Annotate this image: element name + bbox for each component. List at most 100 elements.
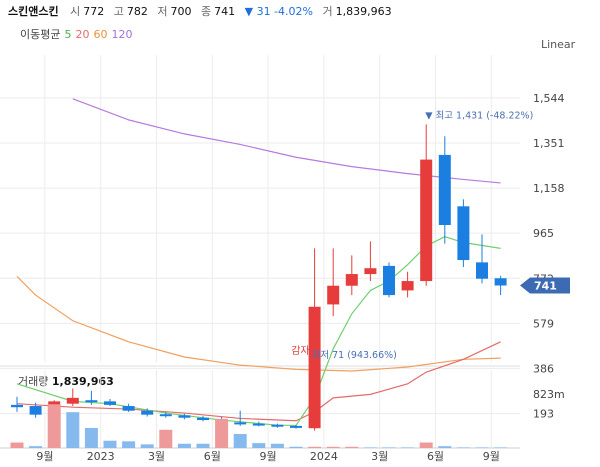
candle	[476, 234, 488, 284]
candle	[159, 411, 172, 418]
y-tick-label: 772	[533, 272, 554, 285]
volume-bar	[10, 442, 24, 448]
y-tick-label: 1,351	[533, 137, 565, 150]
candle-body	[215, 420, 228, 423]
candle	[438, 136, 451, 244]
candle	[197, 416, 209, 422]
volume-bar	[103, 440, 117, 448]
volume-header-label: 거래량	[18, 375, 49, 388]
ma5-legend: 5	[64, 28, 72, 41]
candle-body	[271, 424, 284, 427]
y-tick-label: 579	[533, 317, 554, 330]
candle	[401, 271, 414, 298]
candle-body	[494, 278, 507, 286]
low-label: 저	[157, 5, 168, 18]
candle-body	[122, 406, 135, 411]
volume-bar	[177, 443, 191, 448]
x-tick-label: 3월	[148, 450, 165, 463]
volume-bar	[140, 444, 154, 448]
y-tick-label: 965	[533, 227, 554, 240]
candle	[420, 124, 433, 286]
y-tick-label: 193	[533, 408, 554, 421]
ma-legend-label: 이동평균	[20, 28, 61, 41]
x-tick-label: 9월	[483, 450, 500, 463]
candle	[457, 199, 470, 268]
min-annotation: 최저 71 (943.66%)	[312, 350, 397, 361]
event-label: 감자	[291, 345, 309, 357]
y-tick-label: 1,158	[533, 182, 565, 195]
candle-body	[104, 401, 116, 405]
open-label: 시	[70, 5, 81, 18]
candle-body	[438, 154, 451, 225]
candle-body	[364, 268, 377, 275]
volume-bar	[47, 404, 61, 448]
candle	[66, 388, 79, 407]
candle-body	[29, 406, 42, 415]
candle	[215, 417, 228, 425]
candle	[122, 403, 135, 412]
volume-bar	[363, 447, 377, 448]
volume-bar	[84, 427, 98, 448]
high-value: 782	[126, 5, 148, 18]
volume-bar	[233, 434, 247, 448]
volume-bar	[419, 442, 433, 448]
volume-bar	[289, 446, 303, 448]
scale-selector[interactable]: Linear	[541, 38, 576, 51]
candle	[252, 421, 265, 427]
volume-bar	[29, 446, 43, 448]
y-tick-label: 1,544	[533, 92, 565, 105]
candle-body	[401, 281, 414, 291]
ma5-line	[16, 236, 501, 427]
volume-bar	[438, 446, 452, 448]
x-tick-label: 9월	[260, 450, 277, 463]
max-annotation: ▼ 최고 1,431 (-48.22%)	[425, 110, 533, 121]
volume-header: 거래량 1,839,963	[18, 373, 114, 389]
candle-body	[11, 404, 23, 408]
open-value: 772	[83, 5, 105, 18]
candle-body	[66, 397, 79, 404]
candle-body	[141, 410, 154, 415]
ma-legend[interactable]: 이동평균 5 20 60 120	[20, 26, 136, 42]
volume-bar	[456, 447, 470, 448]
volume-bar	[66, 412, 80, 448]
ma120-legend: 120	[111, 28, 133, 41]
low-value: 700	[170, 5, 192, 18]
candle	[290, 424, 302, 429]
candle	[141, 408, 154, 417]
volume-bar	[122, 441, 136, 448]
candle-body	[308, 306, 321, 429]
volume-value: 1,839,963	[335, 5, 392, 18]
x-tick-label: 2023	[87, 450, 115, 463]
candle-body	[197, 417, 209, 421]
volume-bar	[270, 443, 284, 448]
candle-body	[476, 262, 488, 279]
current-price-tag-bg	[520, 277, 570, 294]
candle-body	[290, 425, 302, 428]
x-tick-label: 6월	[204, 450, 221, 463]
candle	[308, 248, 321, 431]
ma20-legend: 20	[75, 28, 90, 41]
volume-bar	[196, 443, 210, 448]
volume-bar	[401, 447, 415, 448]
candle-body	[48, 401, 61, 417]
x-tick-label: 2024	[310, 450, 338, 463]
volume-bar	[494, 447, 508, 448]
volume-bar	[215, 418, 229, 448]
candle	[494, 275, 507, 296]
volume-bar	[475, 447, 489, 448]
candle	[345, 255, 358, 296]
volume-scale-label: 823m	[533, 388, 565, 401]
high-label: 고	[113, 5, 124, 18]
volume-bar	[382, 447, 396, 448]
candle	[85, 390, 98, 405]
candle	[104, 399, 116, 407]
x-tick-label: 9월	[36, 450, 53, 463]
ma60-legend: 60	[93, 28, 108, 41]
volume-bar	[345, 446, 359, 448]
volume-header-value: 1,839,963	[51, 375, 114, 388]
ma60-line	[16, 275, 501, 372]
volume-bar	[252, 443, 266, 448]
candle-body	[420, 159, 433, 282]
